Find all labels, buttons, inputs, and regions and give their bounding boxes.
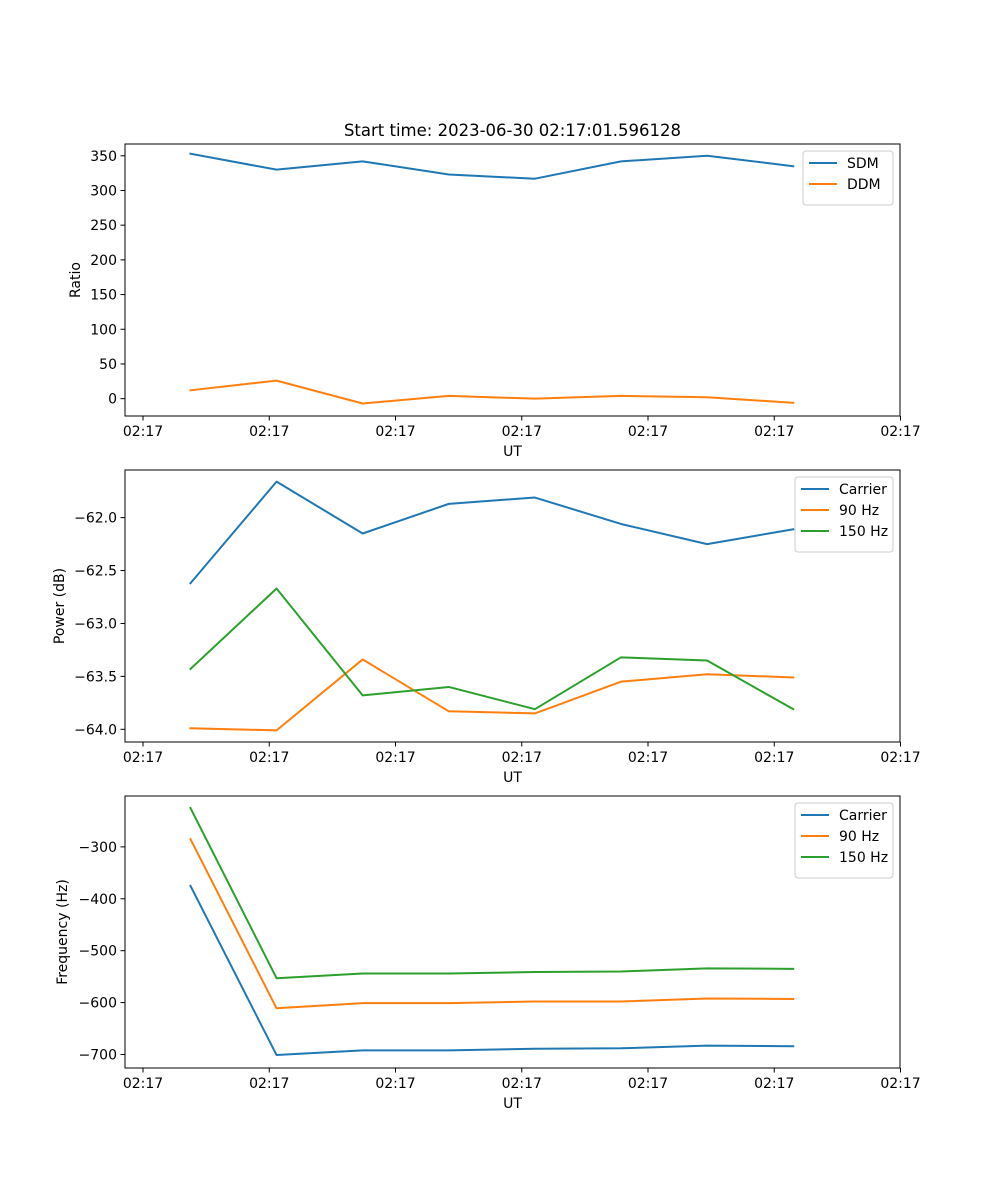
series-line-ddm xyxy=(189,379,795,405)
y-tick-label: −62.5 xyxy=(74,564,117,580)
y-tick-label: 200 xyxy=(90,253,117,269)
y-tick-label: −500 xyxy=(79,944,117,960)
legend-label: SDM xyxy=(847,156,879,172)
x-tick-label: 02:17 xyxy=(375,424,415,440)
axes-frame xyxy=(124,143,901,417)
legend: Carrier 90 Hz 150 Hz xyxy=(794,476,894,553)
y-tick-label: −700 xyxy=(79,1048,117,1064)
subplot-2: 02:1702:1702:1702:1702:1702:1702:1702:18… xyxy=(52,469,921,786)
legend-label: 150 Hz xyxy=(839,524,888,540)
x-tick-label: 02:17 xyxy=(123,424,163,440)
y-tick-label: 150 xyxy=(90,288,117,304)
legend-label: Carrier xyxy=(839,808,887,824)
x-tick-label: 02:17 xyxy=(375,750,415,766)
x-tick-label: 02:17 xyxy=(502,750,542,766)
x-tick-label: 02:17 xyxy=(880,1076,920,1092)
x-tick-label: 02:17 xyxy=(754,750,794,766)
x-tick-label: 02:17 xyxy=(249,1076,289,1092)
x-tick-label: 02:17 xyxy=(754,1076,794,1092)
y-tick-label: 300 xyxy=(90,183,117,199)
x-tick-label: 02:17 xyxy=(880,424,920,440)
x-axis-label: UT xyxy=(503,444,522,460)
legend-label: Carrier xyxy=(839,482,887,498)
x-tick-label: 02:17 xyxy=(754,424,794,440)
y-tick-label: −300 xyxy=(79,840,117,856)
legend: SDM DDM xyxy=(802,150,894,206)
x-tick-label: 02:17 xyxy=(628,750,668,766)
y-axis-label: Ratio xyxy=(68,262,84,298)
legend-label: 90 Hz xyxy=(839,503,879,519)
series-line-sdm xyxy=(189,152,795,180)
series-line-90-hz xyxy=(189,837,795,1010)
y-axis-label: Power (dB) xyxy=(52,568,68,644)
chart-title: Start time: 2023-06-30 02:17:01.596128 xyxy=(344,121,681,140)
series-line-90-hz xyxy=(189,658,795,732)
x-tick-label: 02:17 xyxy=(628,1076,668,1092)
series-line-carrier xyxy=(189,480,795,585)
x-tick-label: 02:17 xyxy=(502,1076,542,1092)
x-tick-label: 02:17 xyxy=(249,424,289,440)
y-tick-label: 0 xyxy=(108,392,117,408)
x-tick-label: 02:17 xyxy=(628,424,668,440)
legend-box xyxy=(802,150,894,206)
x-tick-label: 02:17 xyxy=(249,750,289,766)
y-tick-label: 50 xyxy=(99,357,117,373)
legend-label: 90 Hz xyxy=(839,829,879,845)
y-axis-label: Frequency (Hz) xyxy=(55,879,71,985)
axes-frame xyxy=(124,795,901,1069)
x-tick-label: 02:17 xyxy=(123,750,163,766)
y-tick-label: −63.5 xyxy=(74,669,117,685)
subplot-1: 02:1702:1702:1702:1702:1702:1702:1702:18… xyxy=(68,121,921,460)
x-tick-label: 02:17 xyxy=(375,1076,415,1092)
legend-box xyxy=(794,476,894,553)
legend-box xyxy=(794,802,894,879)
series-line-150-hz xyxy=(189,806,795,980)
axes-frame xyxy=(124,469,901,743)
y-tick-label: 100 xyxy=(90,322,117,338)
x-tick-label: 02:17 xyxy=(123,1076,163,1092)
y-tick-label: 250 xyxy=(90,218,117,234)
legend: Carrier 90 Hz 150 Hz xyxy=(794,802,894,879)
series-line-carrier xyxy=(189,884,795,1057)
x-axis-label: UT xyxy=(503,770,522,786)
subplot-3: 02:1702:1702:1702:1702:1702:1702:1702:18… xyxy=(55,795,921,1112)
y-tick-label: −600 xyxy=(79,996,117,1012)
y-tick-label: −400 xyxy=(79,892,117,908)
x-tick-label: 02:17 xyxy=(880,750,920,766)
y-tick-label: 350 xyxy=(90,149,117,165)
y-tick-label: −63.0 xyxy=(74,616,117,632)
series-line-150-hz xyxy=(189,587,795,711)
x-axis-label: UT xyxy=(503,1096,522,1112)
y-tick-label: −62.0 xyxy=(74,511,117,527)
y-tick-label: −64.0 xyxy=(74,722,117,738)
legend-label: DDM xyxy=(847,177,881,193)
x-tick-label: 02:17 xyxy=(502,424,542,440)
legend-label: 150 Hz xyxy=(839,850,888,866)
